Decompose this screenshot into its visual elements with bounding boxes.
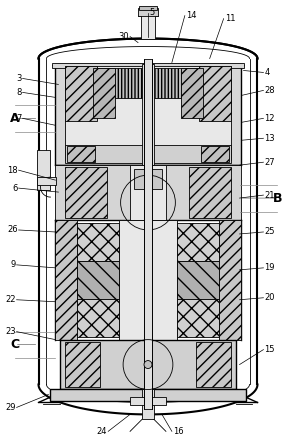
- Bar: [130, 397, 166, 405]
- Text: 24: 24: [97, 427, 107, 436]
- Bar: [53, 63, 244, 68]
- Text: 29: 29: [5, 403, 16, 412]
- Bar: [55, 220, 77, 340]
- Bar: [177, 223, 219, 261]
- Bar: [36, 150, 51, 190]
- Text: 19: 19: [265, 263, 275, 272]
- Bar: [60, 340, 236, 389]
- Bar: [177, 261, 219, 299]
- Text: 16: 16: [173, 427, 183, 436]
- Bar: [65, 167, 107, 218]
- Bar: [119, 220, 177, 340]
- Text: 8: 8: [16, 88, 22, 97]
- Text: 22: 22: [5, 295, 16, 304]
- Text: 5: 5: [149, 8, 154, 17]
- Bar: [55, 64, 241, 165]
- Text: 4: 4: [265, 68, 270, 77]
- Bar: [77, 223, 119, 261]
- Bar: [196, 341, 231, 388]
- Bar: [141, 14, 155, 39]
- Text: 20: 20: [265, 293, 275, 302]
- Text: 13: 13: [265, 134, 275, 143]
- Bar: [142, 64, 154, 165]
- Bar: [134, 169, 146, 189]
- Bar: [78, 68, 218, 99]
- Text: 25: 25: [265, 227, 275, 237]
- Bar: [219, 220, 241, 340]
- Text: 28: 28: [265, 86, 275, 95]
- Bar: [150, 169, 162, 189]
- Text: 6: 6: [12, 184, 18, 193]
- Text: 12: 12: [265, 114, 275, 123]
- Ellipse shape: [144, 361, 152, 369]
- Bar: [189, 167, 231, 218]
- Text: 11: 11: [225, 14, 235, 23]
- Text: 30: 30: [119, 32, 129, 41]
- Bar: [65, 341, 100, 388]
- Bar: [181, 68, 203, 118]
- Text: 3: 3: [16, 74, 22, 83]
- Bar: [177, 299, 219, 337]
- Text: 23: 23: [5, 327, 16, 336]
- Text: 18: 18: [7, 166, 18, 174]
- Text: C: C: [10, 338, 19, 351]
- Bar: [55, 165, 241, 220]
- Text: 7: 7: [16, 114, 22, 123]
- Bar: [139, 6, 157, 10]
- Text: 21: 21: [265, 190, 275, 200]
- Text: 14: 14: [186, 11, 196, 20]
- Bar: [77, 299, 119, 337]
- Bar: [65, 145, 231, 163]
- Bar: [144, 59, 152, 409]
- Bar: [36, 177, 56, 185]
- Bar: [142, 389, 154, 420]
- Text: 27: 27: [265, 158, 275, 166]
- Bar: [201, 146, 229, 162]
- Text: 9: 9: [11, 260, 16, 270]
- Bar: [130, 165, 166, 220]
- Bar: [138, 8, 158, 16]
- Text: 15: 15: [265, 345, 275, 354]
- Bar: [199, 67, 231, 121]
- Text: A: A: [10, 112, 20, 125]
- Text: B: B: [273, 191, 282, 205]
- Bar: [65, 67, 97, 121]
- Bar: [65, 67, 231, 160]
- Bar: [67, 146, 95, 162]
- Text: 26: 26: [7, 226, 18, 234]
- Bar: [93, 68, 115, 118]
- Bar: [77, 261, 119, 299]
- Bar: [51, 389, 246, 401]
